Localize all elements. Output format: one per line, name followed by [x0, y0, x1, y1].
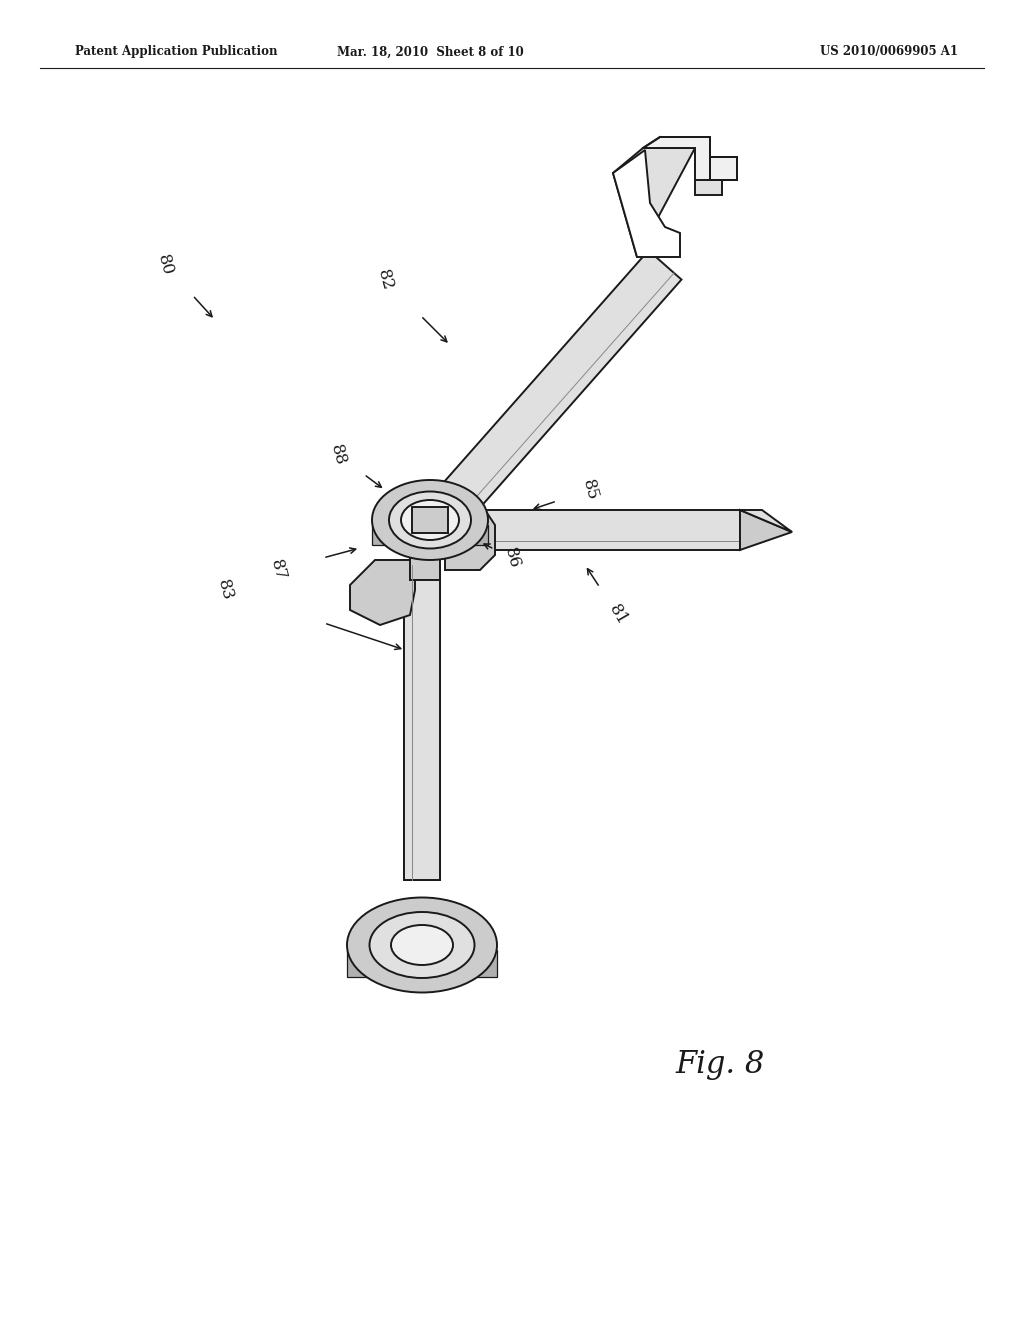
Text: 88: 88	[327, 442, 349, 467]
Polygon shape	[475, 510, 740, 550]
Polygon shape	[410, 554, 440, 579]
Ellipse shape	[391, 925, 453, 965]
Text: 83: 83	[214, 578, 236, 602]
Polygon shape	[740, 510, 792, 550]
Polygon shape	[412, 507, 449, 532]
Text: Mar. 18, 2010  Sheet 8 of 10: Mar. 18, 2010 Sheet 8 of 10	[337, 45, 523, 58]
Text: 80: 80	[154, 252, 176, 277]
Text: 81: 81	[605, 602, 631, 628]
Text: Fig. 8: Fig. 8	[676, 1049, 765, 1081]
Text: 86: 86	[501, 545, 523, 570]
Polygon shape	[613, 150, 680, 257]
Text: 82: 82	[374, 268, 396, 293]
Ellipse shape	[370, 912, 474, 978]
Polygon shape	[347, 950, 497, 977]
Text: Patent Application Publication: Patent Application Publication	[75, 45, 278, 58]
Polygon shape	[422, 251, 682, 536]
Polygon shape	[445, 510, 495, 570]
Ellipse shape	[372, 480, 488, 560]
Polygon shape	[350, 560, 415, 624]
Polygon shape	[404, 565, 440, 880]
Polygon shape	[613, 148, 722, 257]
Text: 87: 87	[267, 557, 289, 582]
Polygon shape	[740, 510, 792, 532]
Polygon shape	[372, 525, 488, 545]
Ellipse shape	[389, 491, 471, 549]
Text: 85: 85	[579, 478, 601, 503]
Ellipse shape	[347, 898, 497, 993]
Text: US 2010/0069905 A1: US 2010/0069905 A1	[820, 45, 958, 58]
Polygon shape	[643, 137, 737, 180]
Polygon shape	[404, 565, 440, 880]
Ellipse shape	[469, 510, 481, 550]
Ellipse shape	[401, 500, 459, 540]
